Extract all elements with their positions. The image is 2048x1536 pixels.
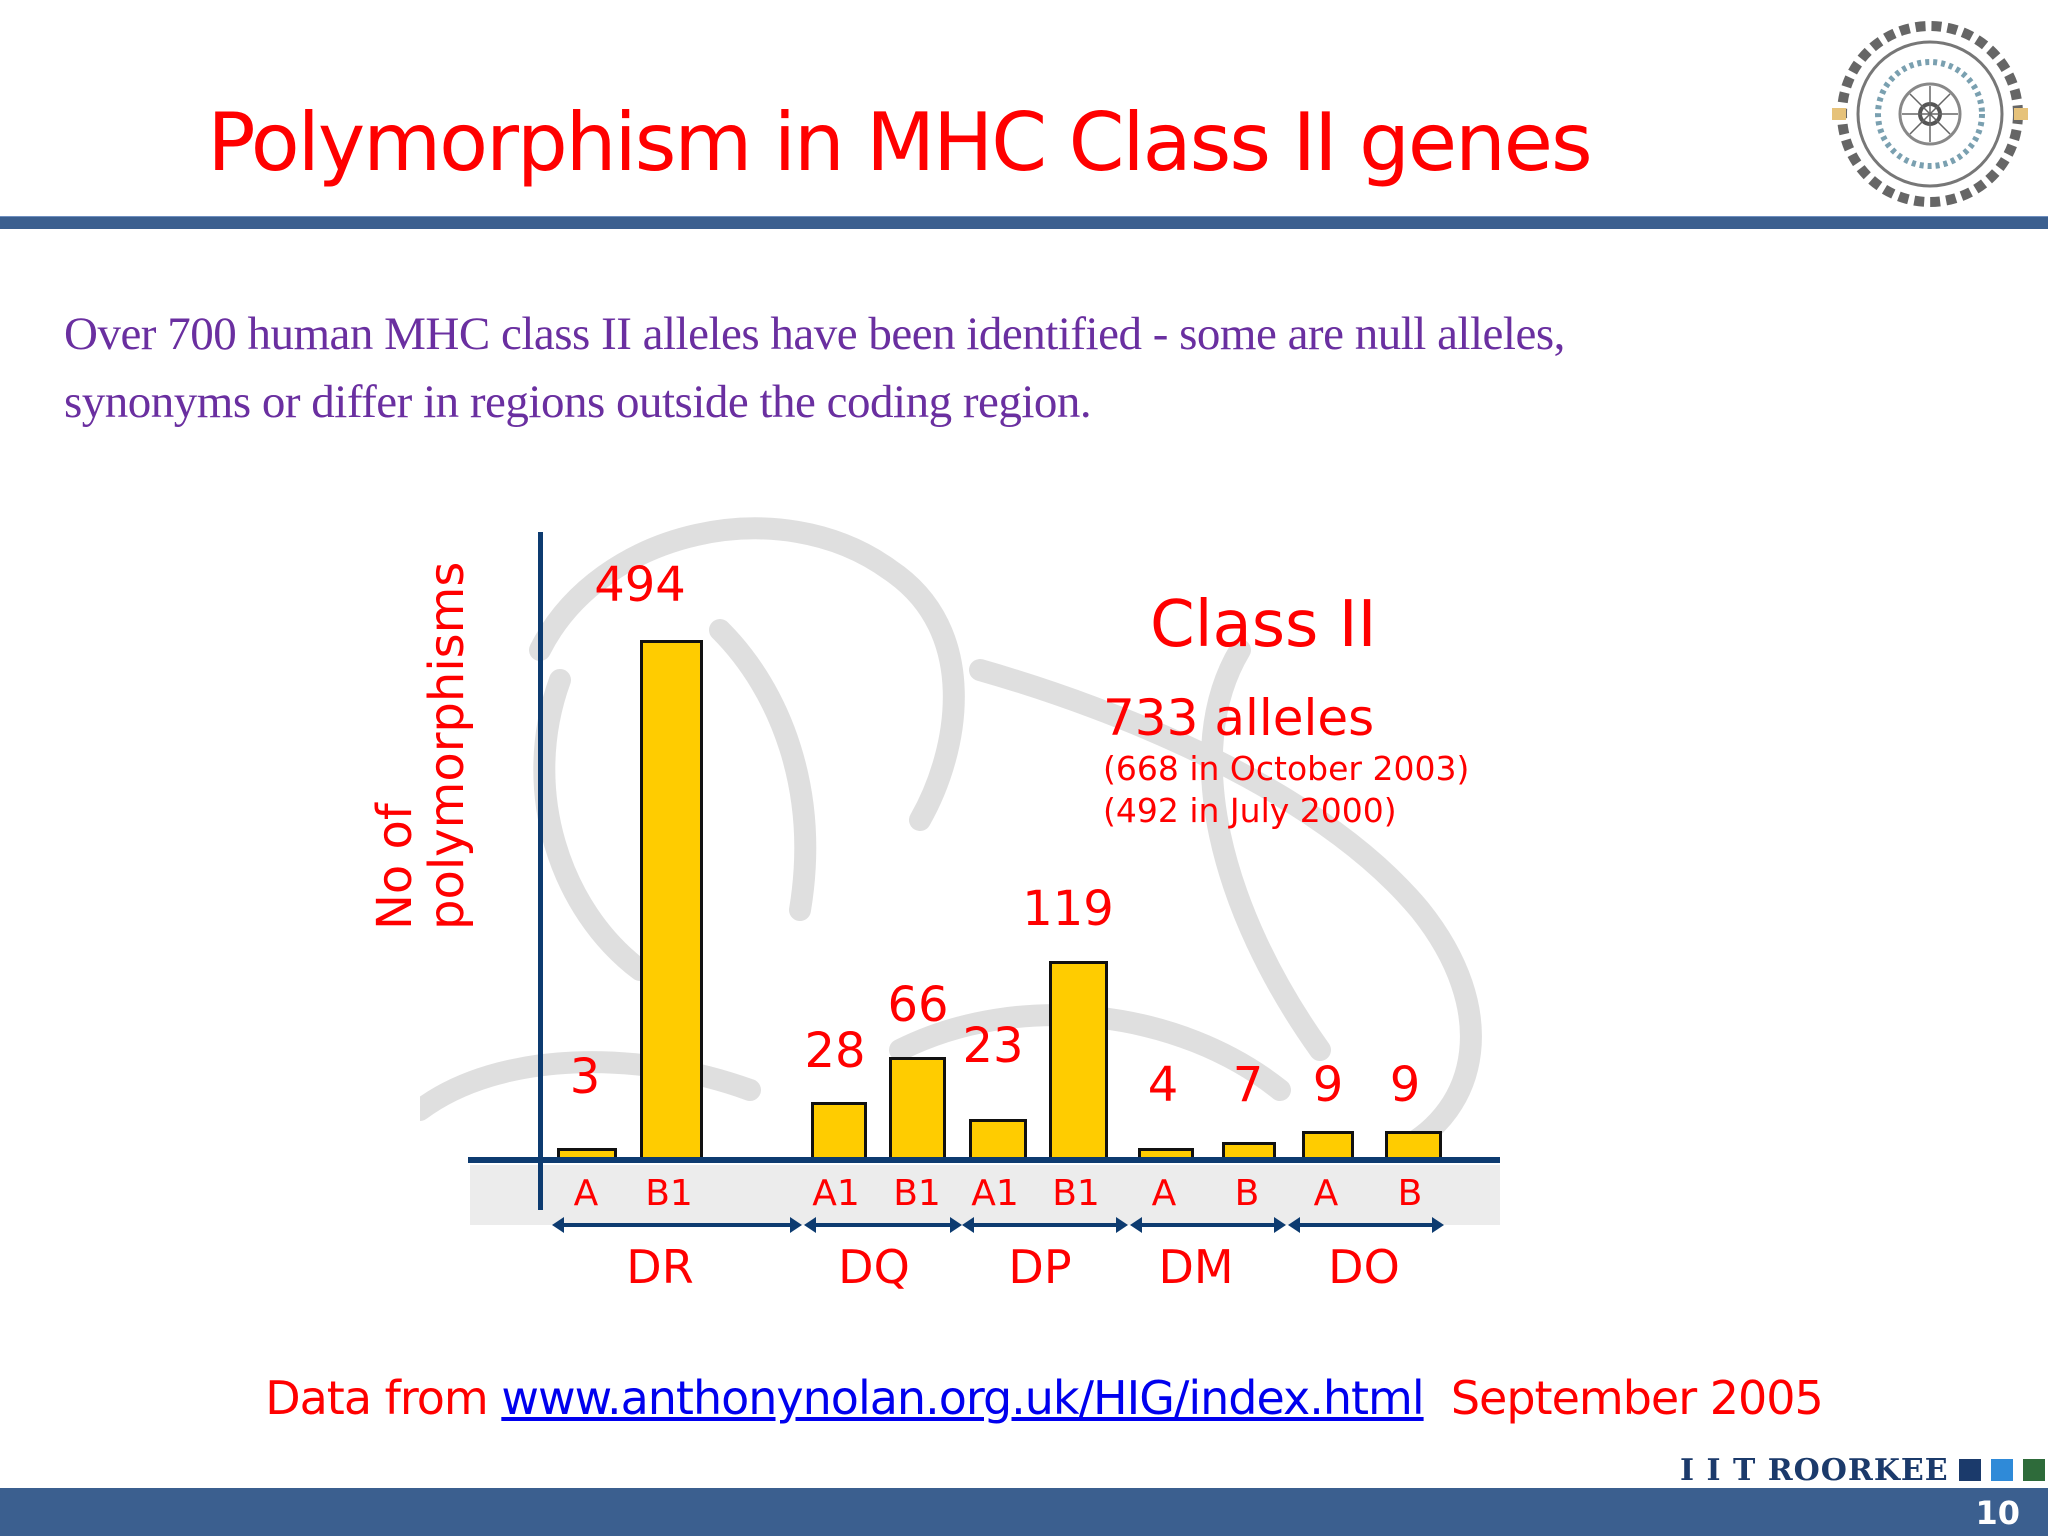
value-label: 4 [1147,1057,1179,1113]
source-prefix: Data from [265,1371,489,1425]
value-label: 9 [1389,1057,1421,1113]
data-source: Data from www.anthonynolan.org.uk/HIG/in… [0,1370,2048,1426]
tick-label: A [1151,1173,1177,1214]
group-label-dr: DR [626,1240,694,1294]
lion-watermark-icon [420,517,1482,1161]
group-label-dq: DQ [838,1240,910,1294]
source-link[interactable]: www.anthonynolan.org.uk/HIG/index.html [501,1371,1424,1425]
bar-do-a [1302,1131,1354,1158]
range-arrow-dr-icon [552,1217,802,1233]
y-axis-label: No of polymorphisms [356,561,486,930]
y-axis [538,532,543,1210]
bar-dp-b1 [1049,961,1108,1158]
brand-text: I I T ROORKEE [1680,1452,1949,1488]
tick-label: B1 [645,1173,693,1214]
allele-history-2000: (492 in July 2000) [1103,791,1397,830]
group-label-dm: DM [1158,1240,1234,1294]
bar-dr-a [557,1148,617,1158]
value-label: 494 [594,557,686,613]
value-label: 9 [1312,1057,1344,1113]
intro-text: Over 700 human MHC class II alleles have… [64,300,2004,436]
tick-label: A [573,1173,599,1214]
range-arrow-dq-icon [804,1217,962,1233]
group-label-dp: DP [1008,1240,1072,1294]
bar-dq-a1 [811,1102,867,1158]
axis-label-band [470,1165,1500,1225]
tick-label: A1 [971,1173,1019,1214]
brand-square-dark-blue-icon [1958,1459,1981,1481]
bar-dm-a [1138,1148,1194,1158]
brand-square-green-icon [2022,1459,2045,1481]
bar-dm-b [1222,1142,1276,1158]
allele-count: 733 alleles [1103,689,1375,747]
intro-line-1: Over 700 human MHC class II alleles have… [64,308,1565,360]
slide-title: Polymorphism in MHC Class II genes [207,96,1592,189]
tick-label: B1 [1052,1173,1100,1214]
title-divider [0,216,2048,229]
y-axis-label-text: No of polymorphisms [367,561,475,930]
value-label: 23 [962,1018,1024,1074]
value-label: 66 [887,977,949,1033]
allele-history-2003: (668 in October 2003) [1103,749,1470,788]
range-arrow-dp-icon [962,1217,1128,1233]
tick-label: B1 [893,1173,941,1214]
value-label: 119 [1022,881,1114,937]
value-label: 28 [804,1023,866,1079]
source-date: September 2005 [1450,1371,1824,1425]
footer-bar [0,1488,2048,1536]
range-arrow-do-icon [1288,1217,1444,1233]
tick-label: B [1397,1173,1423,1214]
brand-square-light-blue-icon [1990,1459,2013,1481]
tick-label: A [1313,1173,1339,1214]
x-axis [468,1157,1500,1163]
intro-line-2: synonyms or differ in regions outside th… [64,376,1092,428]
page-number: 10 [1975,1494,2020,1532]
bar-dp-a1 [969,1119,1027,1158]
range-arrow-dm-icon [1130,1217,1286,1233]
value-label: 3 [569,1049,601,1105]
bar-do-b [1385,1131,1442,1158]
brand-mark: I I T ROORKEE [1680,1450,2045,1490]
bar-dr-b1 [640,640,703,1158]
value-label: 7 [1232,1057,1264,1113]
bar-dq-b1 [889,1057,946,1158]
iit-roorkee-emblem-icon [1832,21,2028,207]
tick-label: B [1234,1173,1260,1214]
group-label-do: DO [1328,1240,1400,1294]
tick-label: A1 [812,1173,860,1214]
chart-title: Class II [1150,588,1377,662]
